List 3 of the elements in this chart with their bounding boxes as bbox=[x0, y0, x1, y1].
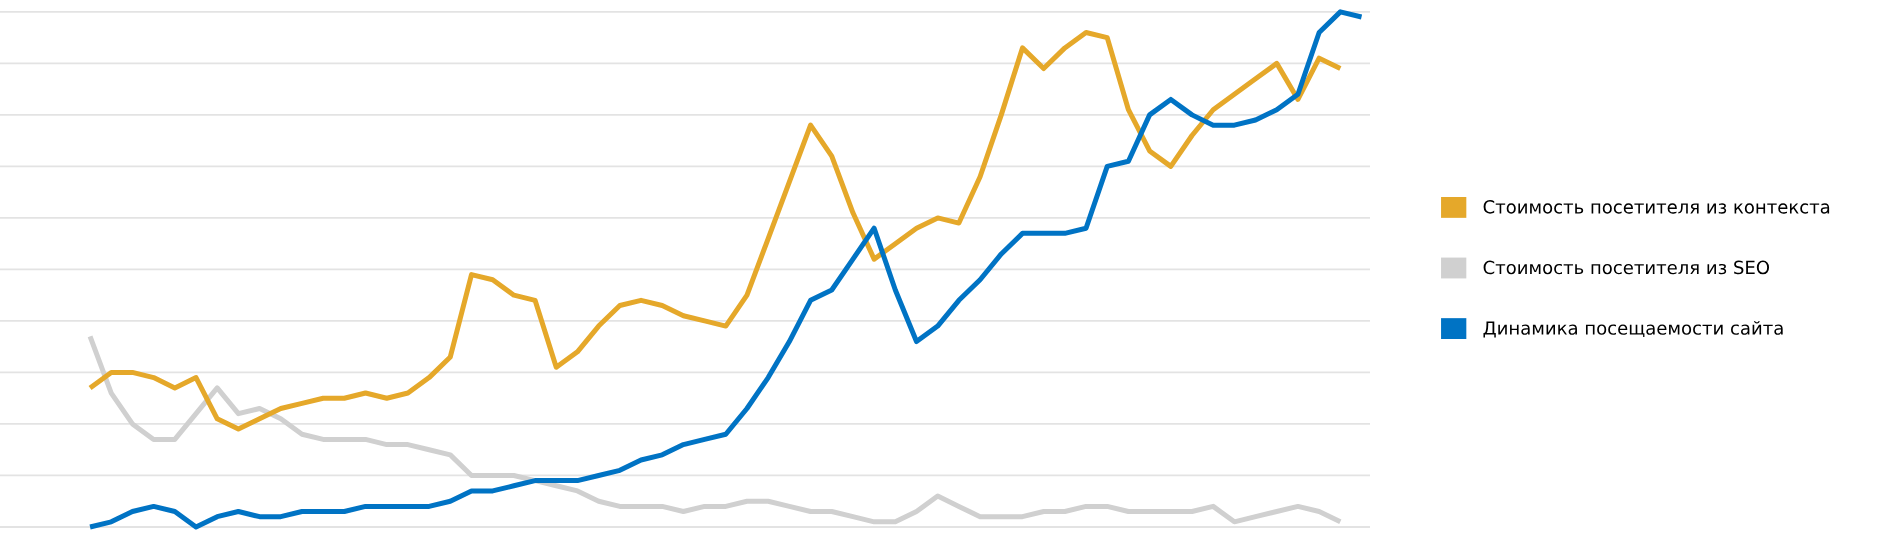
legend-label: Стоимость посетителя из SEO bbox=[1483, 260, 1770, 275]
legend-label: Динамика посещаемости сайта bbox=[1483, 320, 1783, 338]
legend-label: Стоимость посетителя из контекста bbox=[1483, 200, 1830, 214]
